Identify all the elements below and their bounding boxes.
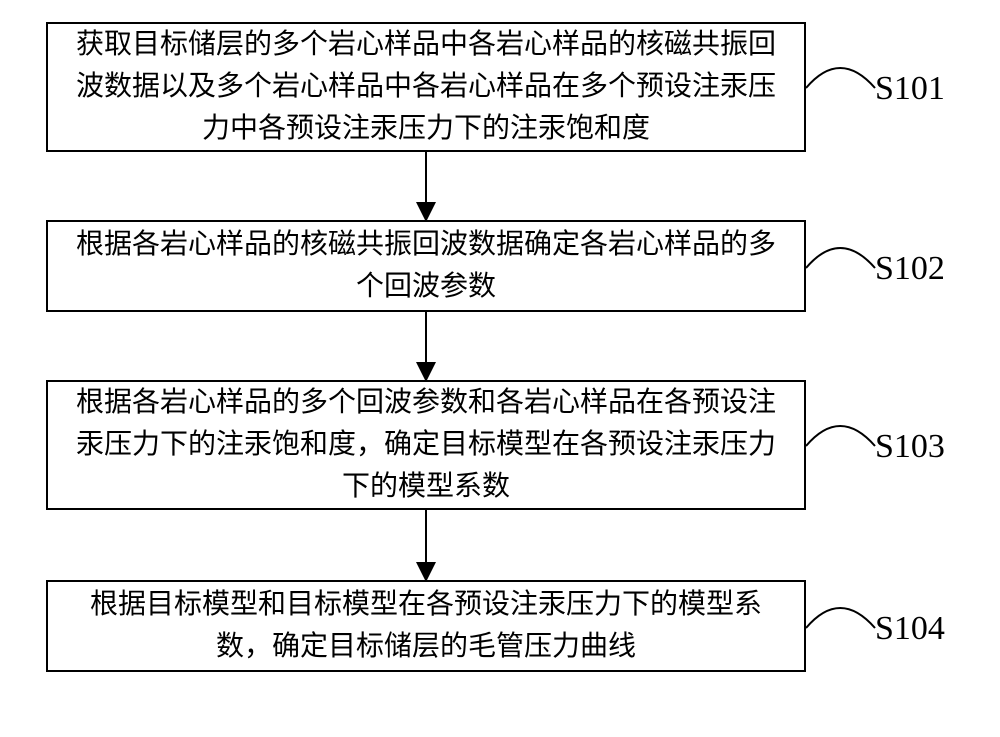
step-label-s103: S103 <box>875 428 945 466</box>
step-text: 获取目标储层的多个岩心样品中各岩心样品的核磁共振回波数据以及多个岩心样品中各岩心… <box>64 24 788 150</box>
label-curve-s101 <box>806 68 875 88</box>
step-text: 根据目标模型和目标模型在各预设注汞压力下的模型系数，确定目标储层的毛管压力曲线 <box>64 584 788 668</box>
step-box-s103: 根据各岩心样品的多个回波参数和各岩心样品在各预设注汞压力下的注汞饱和度，确定目标… <box>46 380 806 510</box>
label-curve-s104 <box>806 608 875 628</box>
step-label-s104: S104 <box>875 610 945 648</box>
label-curve-s103 <box>806 426 875 446</box>
flowchart-canvas: 获取目标储层的多个岩心样品中各岩心样品的核磁共振回波数据以及多个岩心样品中各岩心… <box>0 0 1000 737</box>
step-box-s102: 根据各岩心样品的核磁共振回波数据确定各岩心样品的多个回波参数 <box>46 220 806 312</box>
step-box-s101: 获取目标储层的多个岩心样品中各岩心样品的核磁共振回波数据以及多个岩心样品中各岩心… <box>46 22 806 152</box>
step-label-s102: S102 <box>875 250 945 288</box>
label-curve-s102 <box>806 248 875 268</box>
step-text: 根据各岩心样品的核磁共振回波数据确定各岩心样品的多个回波参数 <box>64 224 788 308</box>
step-box-s104: 根据目标模型和目标模型在各预设注汞压力下的模型系数，确定目标储层的毛管压力曲线 <box>46 580 806 672</box>
step-label-s101: S101 <box>875 70 945 108</box>
step-text: 根据各岩心样品的多个回波参数和各岩心样品在各预设注汞压力下的注汞饱和度，确定目标… <box>64 382 788 508</box>
